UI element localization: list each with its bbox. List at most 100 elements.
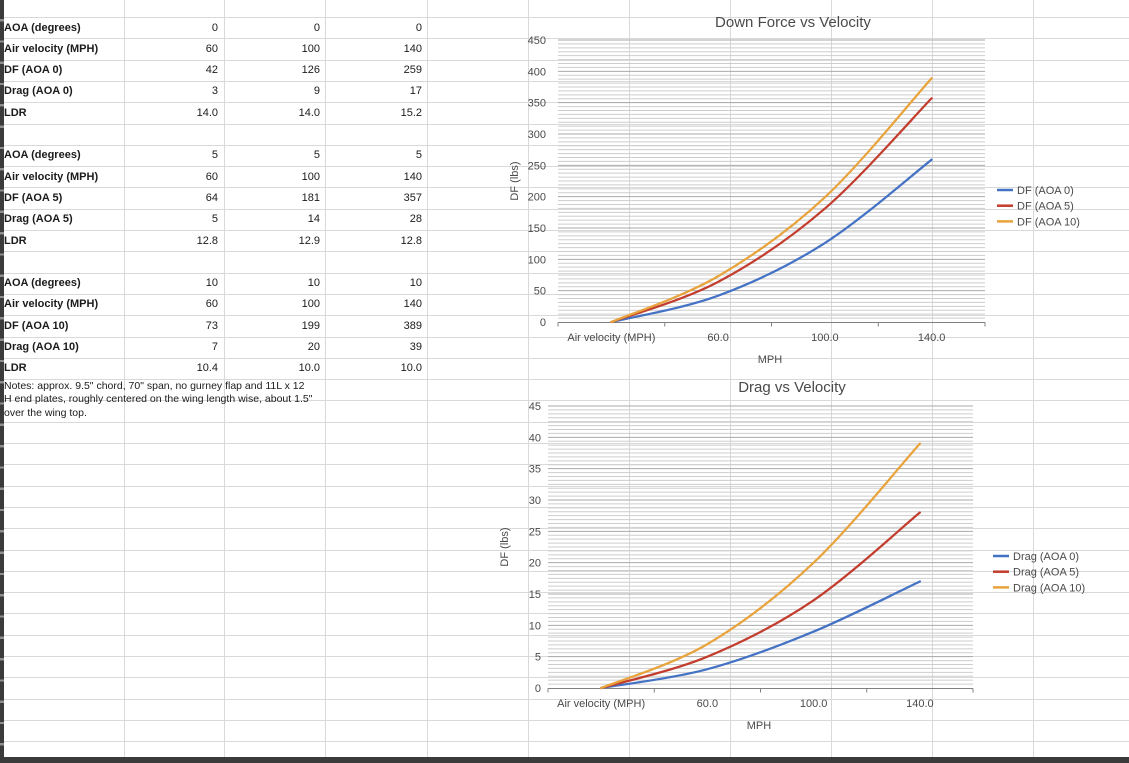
- row-label-cell[interactable]: AOA (degrees): [4, 149, 81, 162]
- value-cell[interactable]: 10: [409, 277, 422, 290]
- series-line-df-aoa-0-[interactable]: [610, 158, 933, 324]
- legend-label[interactable]: Drag (AOA 10): [1013, 582, 1085, 594]
- value-cell[interactable]: 5: [211, 149, 218, 162]
- row-label-cell[interactable]: Drag (AOA 10): [4, 341, 79, 353]
- value-cell[interactable]: 12.8: [400, 234, 422, 247]
- x-axis-title[interactable]: MPH: [758, 354, 783, 366]
- value-cell[interactable]: 100: [301, 170, 320, 183]
- row-label-cell[interactable]: Air velocity (MPH): [4, 298, 99, 311]
- row-label-cell[interactable]: DF (AOA 10): [4, 319, 69, 332]
- series-line-drag-aoa-10-[interactable]: [600, 442, 921, 690]
- value-cell[interactable]: 126: [301, 64, 320, 77]
- legend-label[interactable]: DF (AOA 5): [1017, 201, 1074, 213]
- value-cell[interactable]: 5: [313, 149, 320, 162]
- x-axis-title[interactable]: MPH: [747, 720, 772, 732]
- row-label-cell[interactable]: LDR: [4, 106, 27, 119]
- downforce-chart[interactable]: Air velocity (MPH) 60.0 100.0 140.0 MPH 0 50 10…: [509, 14, 1080, 366]
- legend-label[interactable]: Drag (AOA 5): [1013, 567, 1079, 579]
- value-cell[interactable]: 100: [301, 42, 320, 55]
- x-tick-label: 140.0: [906, 698, 934, 710]
- value-cell[interactable]: 60: [205, 42, 218, 55]
- legend[interactable]: DF (AOA 0) DF (AOA 5) DF (AOA 10): [997, 185, 1080, 228]
- drag-chart[interactable]: Air velocity (MPH) 60.0 100.0 140.0 MPH 0 5 10 1…: [499, 379, 1085, 732]
- row-label-cell[interactable]: Air velocity (MPH): [4, 42, 99, 55]
- y-axis-title[interactable]: DF (lbs): [509, 161, 521, 200]
- value-cell[interactable]: 15.2: [400, 106, 422, 119]
- row-label-cell[interactable]: DF (AOA 0): [4, 64, 63, 77]
- value-cell[interactable]: 28: [409, 213, 422, 226]
- chart-title[interactable]: Drag vs Velocity: [738, 379, 846, 396]
- value-cell[interactable]: 64: [205, 191, 218, 204]
- row-label-cell[interactable]: Air velocity (MPH): [4, 170, 99, 183]
- value-cell[interactable]: 60: [205, 170, 218, 183]
- y-axis[interactable]: 0 50 100 150 200 250 300 350 400 450: [528, 35, 546, 329]
- value-cell[interactable]: 14.0: [298, 106, 320, 119]
- gridlines: [558, 39, 985, 319]
- value-cell[interactable]: 12.8: [196, 234, 218, 247]
- y-axis-title[interactable]: DF (lbs): [499, 527, 511, 566]
- value-cell[interactable]: 9: [313, 85, 320, 98]
- value-cell[interactable]: 10: [307, 277, 320, 290]
- legend-label[interactable]: DF (AOA 0): [1017, 185, 1074, 197]
- row-label-cell[interactable]: AOA (degrees): [4, 21, 81, 34]
- bottom-edge-bar: [0, 757, 1129, 763]
- value-cell[interactable]: 100: [301, 298, 320, 311]
- value-cell[interactable]: 140: [403, 170, 422, 183]
- value-cell[interactable]: 5: [415, 149, 422, 162]
- series-line-df-aoa-5-[interactable]: [610, 97, 933, 324]
- value-cell[interactable]: 10: [205, 277, 218, 290]
- value-cell[interactable]: 357: [403, 191, 422, 204]
- value-cell[interactable]: 10.4: [196, 362, 218, 375]
- value-cell[interactable]: 12.9: [298, 234, 320, 247]
- value-cell[interactable]: 0: [415, 21, 422, 34]
- value-cell[interactable]: 17: [409, 85, 422, 98]
- series-line-drag-aoa-0-[interactable]: [600, 580, 921, 690]
- y-tick-label: 30: [529, 495, 541, 507]
- y-tick-label: 450: [528, 35, 546, 47]
- y-tick-label: 250: [528, 160, 546, 172]
- value-cell[interactable]: 5: [211, 213, 218, 226]
- x-axis[interactable]: Air velocity (MPH) 60.0 100.0 140.0: [547, 688, 974, 711]
- series-line-drag-aoa-5-[interactable]: [600, 511, 921, 690]
- notes-cell[interactable]: Notes: approx. 9.5" chord, 70" span, no …: [4, 380, 313, 419]
- value-cell[interactable]: 259: [403, 64, 422, 77]
- value-cell[interactable]: 14: [307, 213, 320, 226]
- value-cell[interactable]: 7: [211, 341, 218, 353]
- row-label-cell[interactable]: LDR: [4, 234, 27, 247]
- row-label-cell[interactable]: Drag (AOA 0): [4, 85, 73, 98]
- value-cell[interactable]: 0: [211, 21, 218, 34]
- value-cell[interactable]: 181: [301, 191, 320, 204]
- y-axis[interactable]: 0 5 10 15 20 25 30 35 40 45: [529, 401, 541, 695]
- legend-label[interactable]: DF (AOA 10): [1017, 216, 1080, 228]
- x-tick-label: Air velocity (MPH): [557, 698, 645, 710]
- value-cell[interactable]: 10.0: [298, 362, 320, 375]
- y-tick-label: 0: [535, 683, 541, 695]
- value-cell[interactable]: 39: [409, 341, 422, 353]
- row-label-cell[interactable]: AOA (degrees): [4, 277, 81, 290]
- value-cell[interactable]: 389: [403, 319, 422, 332]
- legend-label[interactable]: Drag (AOA 0): [1013, 551, 1079, 563]
- row-label-cell[interactable]: LDR: [4, 362, 27, 375]
- value-cell[interactable]: 73: [205, 319, 218, 332]
- x-axis[interactable]: Air velocity (MPH) 60.0 100.0 140.0: [557, 322, 986, 345]
- value-cell[interactable]: 60: [205, 298, 218, 311]
- value-cell[interactable]: 20: [307, 341, 320, 353]
- legend[interactable]: Drag (AOA 0) Drag (AOA 5) Drag (AOA 10): [993, 551, 1085, 594]
- value-cell[interactable]: 42: [205, 64, 218, 77]
- value-cell[interactable]: 0: [313, 21, 320, 34]
- value-cell[interactable]: 140: [403, 42, 422, 55]
- y-tick-label: 50: [534, 286, 546, 298]
- row-label-cell[interactable]: DF (AOA 5): [4, 191, 63, 204]
- value-cell[interactable]: 3: [211, 85, 218, 98]
- x-tick-label: 100.0: [811, 332, 839, 344]
- series-line-df-aoa-10-[interactable]: [610, 77, 933, 324]
- value-cell[interactable]: 14.0: [196, 106, 218, 119]
- value-cell[interactable]: 199: [301, 319, 320, 332]
- y-tick-label: 35: [529, 464, 541, 476]
- row-label-cell[interactable]: Drag (AOA 5): [4, 213, 73, 226]
- value-cell[interactable]: 10.0: [400, 362, 422, 375]
- chart-title[interactable]: Down Force vs Velocity: [715, 14, 871, 31]
- value-cell[interactable]: 140: [403, 298, 422, 311]
